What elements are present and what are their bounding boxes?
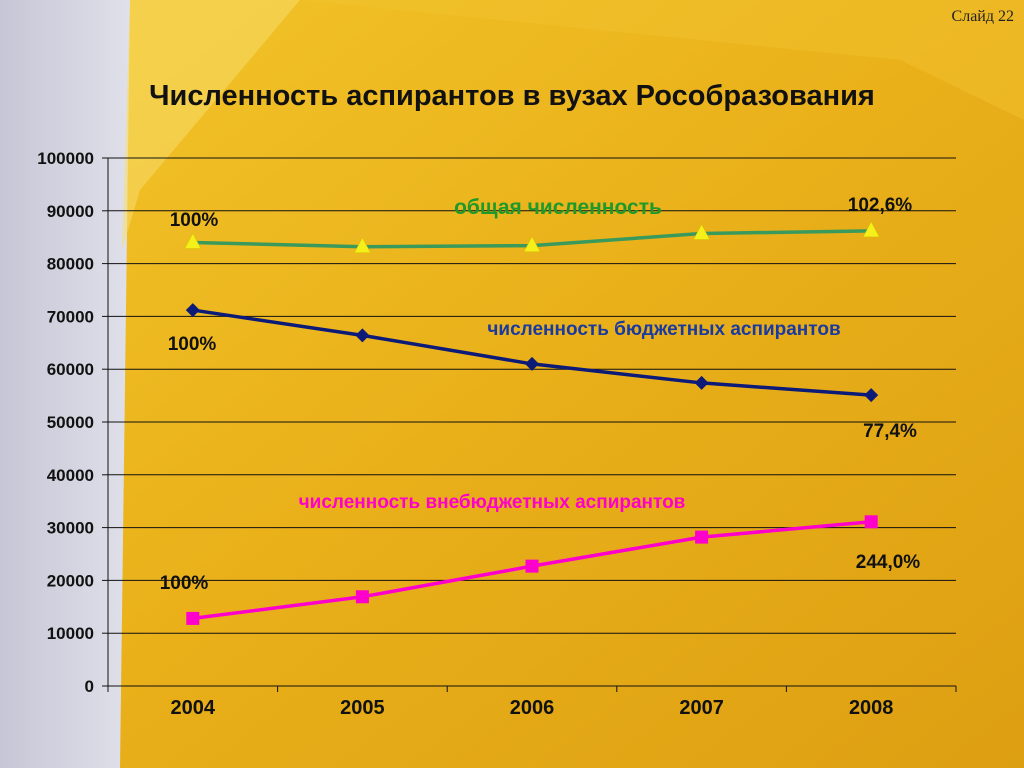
chart-title: Численность аспирантов в вузах Рособразо… [149,80,875,112]
end-percent-label: 102,6% [848,195,913,216]
x-tick-labels: 2004 2005 2006 2007 2008 [171,697,894,719]
data-point [864,515,878,529]
series-group [184,221,880,625]
start-percent-label: 100% [168,334,217,355]
x-tick-label: 2006 [510,697,555,719]
y-tick-label: 20000 [47,571,94,590]
x-tick-label: 2005 [340,697,385,719]
data-point [695,530,709,544]
data-point [864,388,879,403]
data-point [693,223,711,240]
data-point [862,221,880,238]
y-tick-label: 30000 [47,519,94,538]
data-point [525,559,539,573]
series-name-label: общая численность [454,196,662,219]
start-percent-label: 100% [170,210,219,231]
y-tick-label: 0 [85,677,94,696]
y-tick-label: 40000 [47,466,94,485]
y-tick-label: 70000 [47,307,94,326]
series-name-label: численность бюджетных аспирантов [487,319,840,340]
y-tick-label: 10000 [47,624,94,643]
x-tick-label: 2007 [679,697,724,719]
data-point [355,328,370,343]
data-point [523,236,541,252]
series-annotations: общая численность 100% 102,6% численность б… [160,195,921,594]
series-1 [184,221,880,253]
x-tick-label: 2008 [849,697,894,719]
series-3 [186,515,878,625]
y-tick-label: 80000 [47,255,94,274]
end-percent-label: 77,4% [863,421,917,442]
data-point [185,303,200,318]
data-point [353,237,371,253]
x-tick-label: 2004 [171,697,216,719]
axes [102,157,957,692]
y-tick-labels: 0 10000 20000 30000 40000 50000 60000 70000 8000… [37,149,94,696]
start-percent-label: 100% [160,573,209,594]
data-point [184,232,202,249]
end-percent-label: 244,0% [856,552,921,573]
y-tick-label: 50000 [47,413,94,432]
slide-number: Слайд 22 [951,8,1014,25]
y-tick-label: 90000 [47,202,94,221]
data-point [694,375,709,390]
data-point [355,590,369,604]
series-name-label: численность внебюджетных аспирантов [299,492,686,513]
data-point [525,356,539,371]
y-tick-label: 60000 [47,360,94,379]
data-point [186,611,200,625]
y-tick-label: 100000 [37,149,94,168]
series-2 [185,303,879,403]
